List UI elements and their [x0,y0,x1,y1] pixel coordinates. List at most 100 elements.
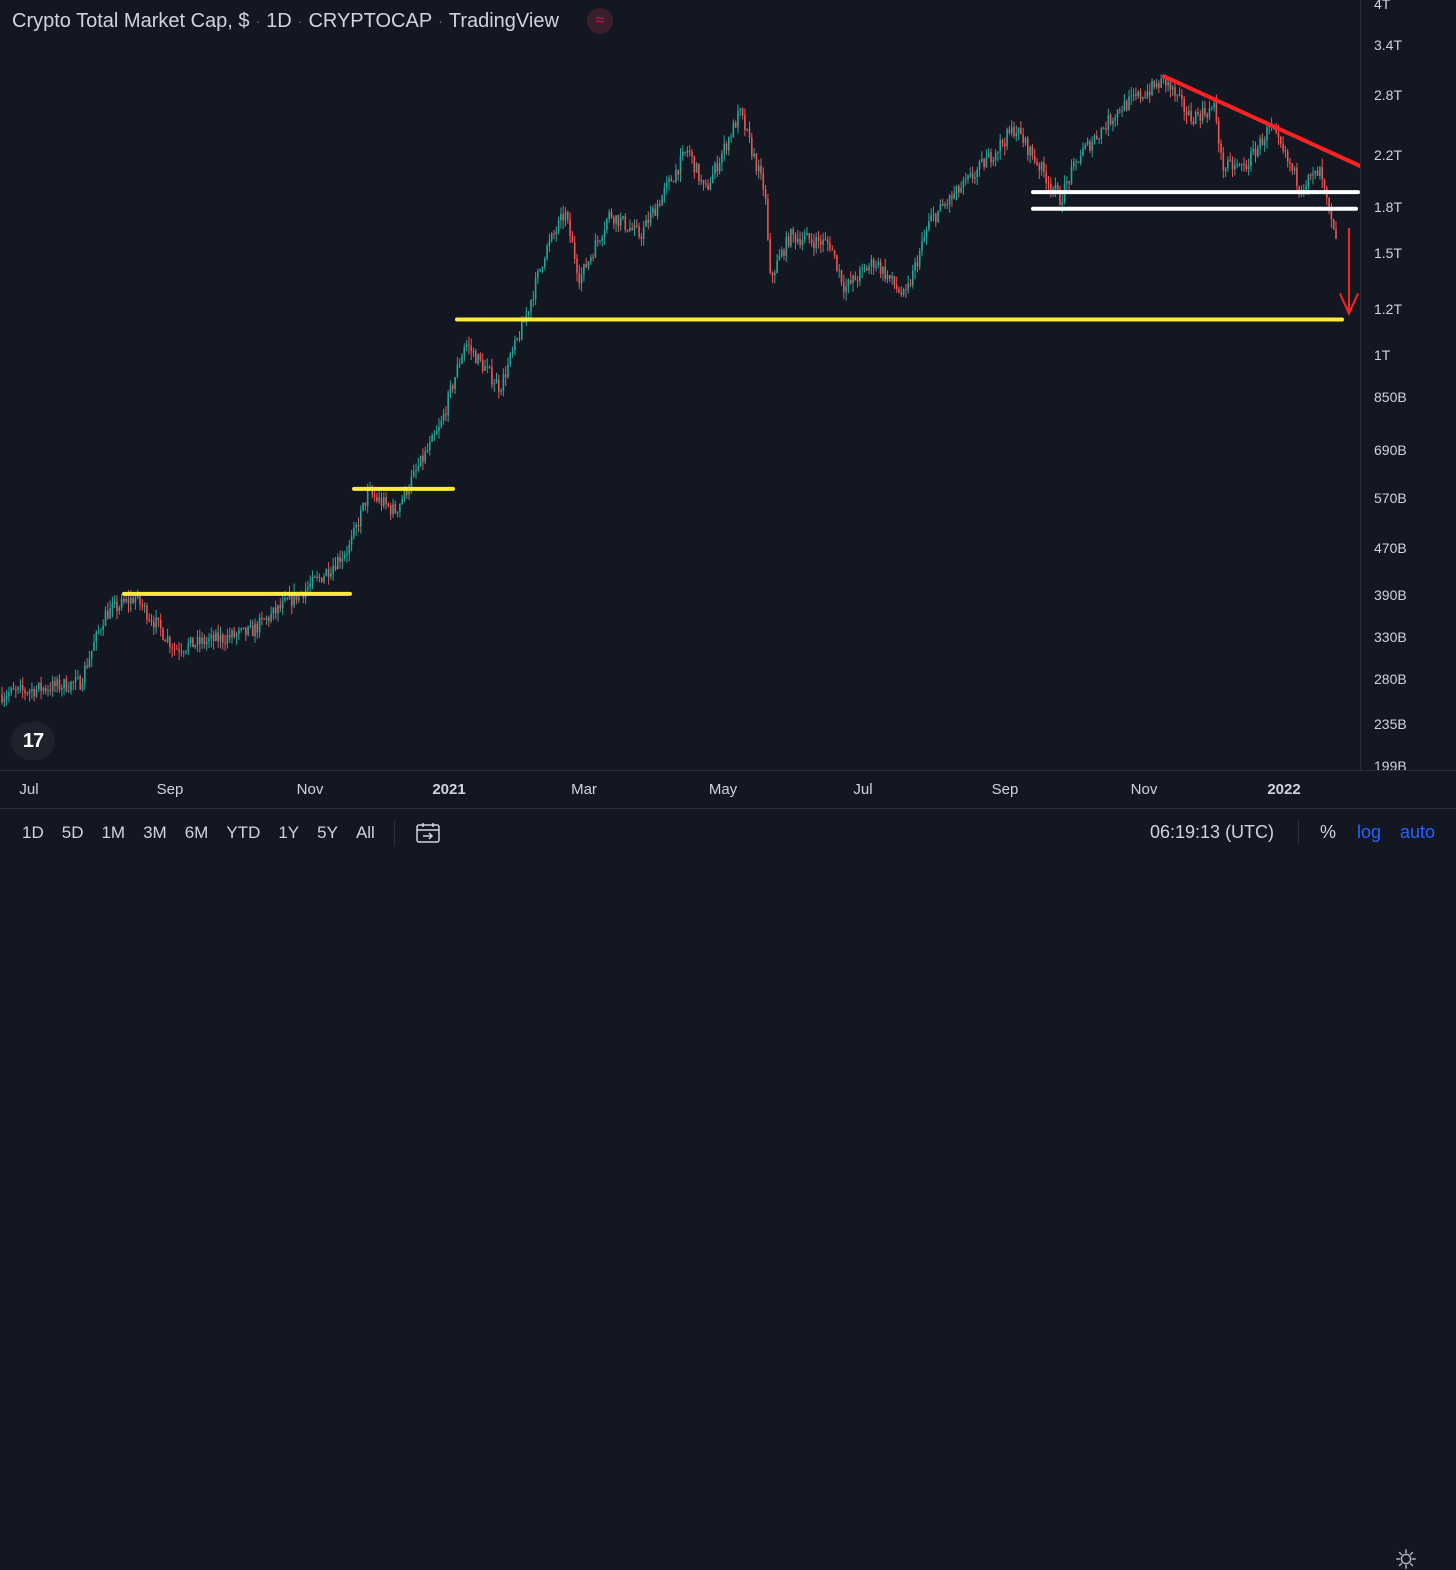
range-button[interactable]: 3M [143,823,167,842]
candle-body [1224,168,1227,171]
candle-body [127,598,130,604]
range-button[interactable]: 5D [61,823,84,842]
candle-body [475,351,477,364]
auto-toggle[interactable]: auto [1400,822,1436,842]
candle-body [808,233,811,240]
candle-body [72,681,75,683]
interval-label[interactable]: 1D [266,9,292,32]
candle-body [107,610,109,619]
time-axis[interactable]: Jul Sep Nov 2021 Mar May Jul Sep Nov 2022 [0,770,1456,1569]
candle-body [226,635,229,644]
tradingview-logo[interactable]: 17 [11,722,55,760]
symbol-name: Crypto Total Market Cap, $ [12,9,250,32]
candle-body [1314,170,1317,174]
candle-body [403,488,406,500]
candle-body [1309,174,1312,176]
range-button[interactable]: 5Y [317,823,338,842]
candle-body [56,679,58,687]
candle-body [978,161,981,170]
candle-body [481,359,484,371]
candle-body [261,617,263,619]
candle-body [309,583,311,587]
candle-body [997,151,999,153]
candle-body [1220,143,1222,153]
candle-body [162,628,164,640]
candle-body [633,225,636,230]
candle-body [760,165,762,174]
candle-body [153,622,155,628]
candle-body [1077,161,1080,163]
waves-icon[interactable]: ≈ [587,8,613,34]
candle-body [1298,186,1300,191]
candle-body [769,239,771,273]
candle-body [251,625,254,637]
range-button[interactable]: 1Y [278,823,300,842]
candle-body [1036,161,1038,165]
candle-body [1056,184,1059,190]
candle-body [412,470,415,477]
candle-body [274,607,277,614]
candle-body [10,688,12,693]
candle-body [930,215,932,222]
candle-body [1045,172,1047,184]
candle-body [143,605,146,607]
range-button[interactable]: 1M [101,823,126,842]
candle-body [746,128,748,131]
candle-body [877,262,880,266]
go-to-date-icon[interactable] [415,822,441,844]
settings-icon[interactable] [1395,1548,1417,1570]
candle-body [702,179,705,184]
candle-body [1004,143,1006,147]
chart-pane[interactable] [0,0,1360,770]
candle-body [1089,141,1091,151]
candle-body [1123,100,1126,112]
candlestick-chart[interactable] [0,0,1360,770]
candle-body [468,344,470,346]
candle-body [1029,146,1031,156]
candle-body [962,180,965,188]
candle-body [1194,112,1197,124]
candle-body [534,277,537,299]
candle-body [723,143,725,154]
candle-body [1217,121,1220,144]
candle-body [820,240,822,245]
log-toggle[interactable]: log [1357,822,1382,842]
candle-body [794,234,797,243]
range-button[interactable]: YTD [226,823,261,842]
candle-body [1109,115,1112,125]
candle-body [40,682,42,691]
candle-body [1268,126,1271,128]
candle-body [357,524,360,527]
candle-body [26,692,29,694]
candle-body [1054,184,1057,190]
candle-body [373,495,376,498]
candle-body [684,151,686,153]
candle-body [380,497,383,507]
range-button[interactable]: 1D [22,823,44,842]
candle-body [898,288,900,293]
clock[interactable]: 06:19:13 (UTC) [1150,822,1275,842]
candle-body [498,379,500,392]
candle-body [15,689,17,691]
candle-body [1075,161,1077,163]
price-axis[interactable]: 4T 3.4T 2.8T 2.2T 1.8T 1.5T 1.2T 1T 850B 690B 570B… [1360,0,1456,774]
candle-body [247,626,249,635]
candle-body [1261,138,1264,146]
candle-body [295,591,298,601]
candle-body [764,189,767,200]
candle-body [258,617,261,633]
range-button[interactable]: 6M [184,823,209,842]
candle-body [895,285,898,289]
percent-toggle[interactable]: % [1320,822,1337,842]
candle-body [516,338,518,340]
candle-body [948,195,951,205]
divider [393,819,395,846]
candle-body [755,153,758,172]
candle-body [314,576,316,578]
candle-body [433,434,436,436]
range-button[interactable]: All [355,823,375,842]
candle-body [44,687,47,692]
candle-body [990,152,992,163]
candle-body [272,607,275,614]
candle-body [502,374,505,391]
